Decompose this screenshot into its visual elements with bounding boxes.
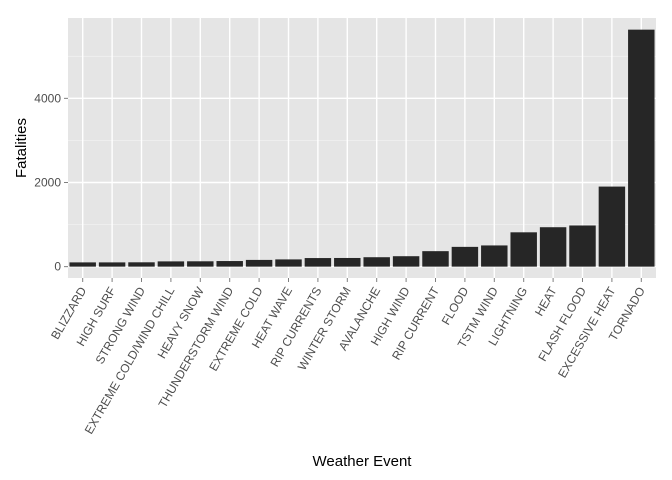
bar bbox=[510, 232, 537, 267]
bar bbox=[187, 261, 214, 267]
y-axis: 0 2000 4000 bbox=[34, 91, 68, 274]
bar bbox=[216, 261, 243, 267]
bar bbox=[392, 256, 420, 267]
bars bbox=[69, 29, 655, 267]
bar bbox=[363, 257, 390, 267]
bar bbox=[157, 261, 185, 267]
x-axis-title: Weather Event bbox=[313, 453, 413, 470]
bar bbox=[304, 258, 332, 267]
bar bbox=[451, 246, 479, 267]
minor-gridlines bbox=[68, 55, 656, 225]
bar bbox=[539, 227, 567, 267]
bar bbox=[98, 262, 126, 267]
y-tick-label: 2000 bbox=[34, 175, 61, 189]
bar bbox=[569, 225, 596, 267]
bar bbox=[422, 251, 449, 267]
y-tick-label: 4000 bbox=[34, 91, 61, 105]
bar bbox=[334, 257, 361, 267]
bar bbox=[128, 262, 155, 267]
bar bbox=[481, 245, 508, 267]
plot-panel bbox=[68, 18, 656, 278]
bar bbox=[245, 259, 273, 267]
bar bbox=[275, 259, 302, 267]
y-tick-label: 0 bbox=[54, 260, 61, 274]
y-axis-title: Fatalities bbox=[13, 118, 30, 178]
x-tick-label: HEAT bbox=[532, 284, 560, 319]
bar bbox=[69, 262, 96, 267]
bar bbox=[598, 186, 626, 267]
bar bbox=[628, 29, 655, 267]
